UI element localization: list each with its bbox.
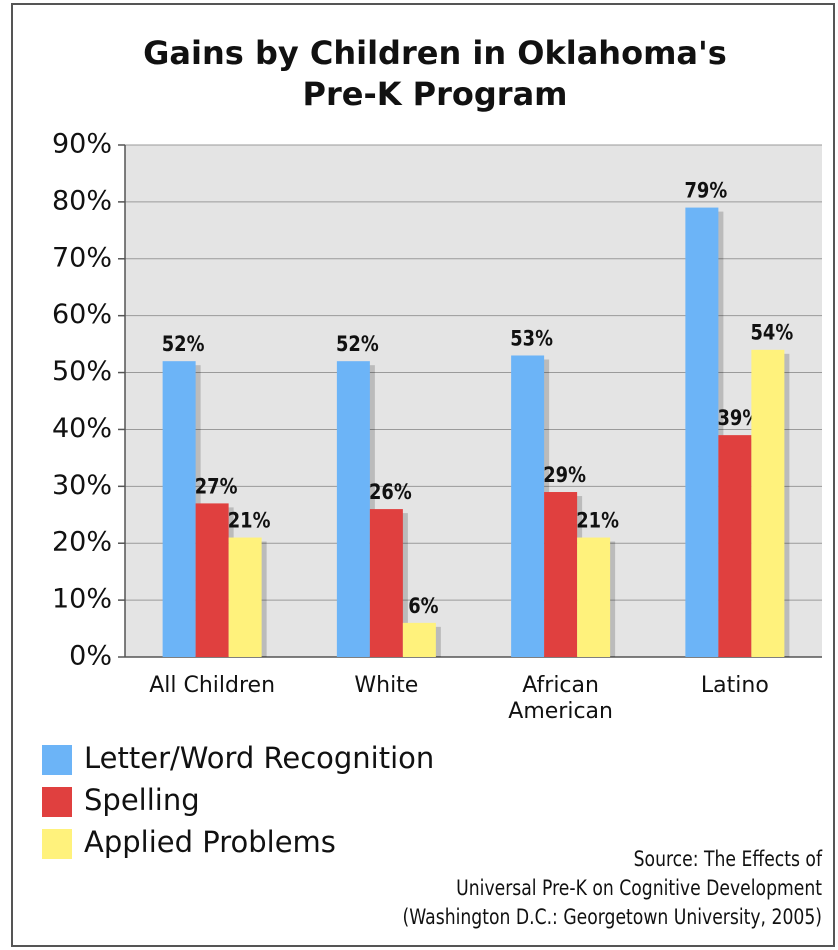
data-label: 52% bbox=[162, 332, 205, 357]
y-tick-label: 20% bbox=[52, 527, 112, 558]
data-label: 27% bbox=[195, 474, 238, 499]
source-note: Source: The Effects of bbox=[634, 846, 823, 871]
y-tick-label: 80% bbox=[52, 185, 112, 216]
bar bbox=[751, 349, 785, 657]
bar bbox=[336, 361, 370, 657]
x-tick-label: Latino bbox=[700, 673, 769, 698]
bar bbox=[369, 509, 403, 657]
data-label: 52% bbox=[336, 332, 379, 357]
x-tick-label: White bbox=[354, 673, 419, 698]
y-tick-label: 70% bbox=[52, 242, 112, 273]
y-tick-label: 60% bbox=[52, 299, 112, 330]
y-tick-label: 50% bbox=[52, 356, 112, 387]
legend-swatch bbox=[42, 787, 72, 817]
bar bbox=[162, 361, 196, 657]
bar bbox=[195, 503, 229, 657]
y-tick-label: 90% bbox=[52, 129, 112, 160]
legend-label: Spelling bbox=[84, 783, 200, 817]
x-tick-label: All Children bbox=[149, 673, 276, 698]
x-tick-label: African American bbox=[508, 673, 613, 724]
data-label: 53% bbox=[510, 326, 553, 351]
y-tick-label: 0% bbox=[69, 641, 112, 672]
y-tick-label: 40% bbox=[52, 413, 112, 444]
bar bbox=[228, 537, 262, 657]
legend-swatch bbox=[42, 745, 72, 775]
bar bbox=[544, 492, 578, 657]
bar bbox=[511, 355, 545, 657]
chart-title: Pre-K Program bbox=[303, 75, 568, 113]
data-label: 26% bbox=[369, 480, 412, 505]
data-label: 6% bbox=[408, 593, 438, 618]
data-label: 54% bbox=[751, 320, 794, 345]
data-label: 79% bbox=[685, 178, 728, 203]
legend-label: Applied Problems bbox=[84, 825, 336, 859]
source-note: Universal Pre-K on Cognitive Development bbox=[456, 875, 822, 900]
y-tick-label: 10% bbox=[52, 584, 112, 615]
bar bbox=[718, 435, 752, 657]
data-label: 21% bbox=[576, 508, 619, 533]
bar bbox=[685, 207, 719, 658]
y-tick-label: 30% bbox=[52, 470, 112, 501]
chart-title: Gains by Children in Oklahoma's bbox=[143, 34, 727, 72]
source-note: (Washington D.C.: Georgetown University,… bbox=[403, 904, 822, 929]
data-label: 21% bbox=[228, 508, 271, 533]
legend-label: Letter/Word Recognition bbox=[84, 741, 434, 775]
legend-swatch bbox=[42, 829, 72, 859]
data-label: 29% bbox=[543, 463, 586, 488]
bar bbox=[402, 622, 436, 657]
bar bbox=[577, 537, 611, 657]
